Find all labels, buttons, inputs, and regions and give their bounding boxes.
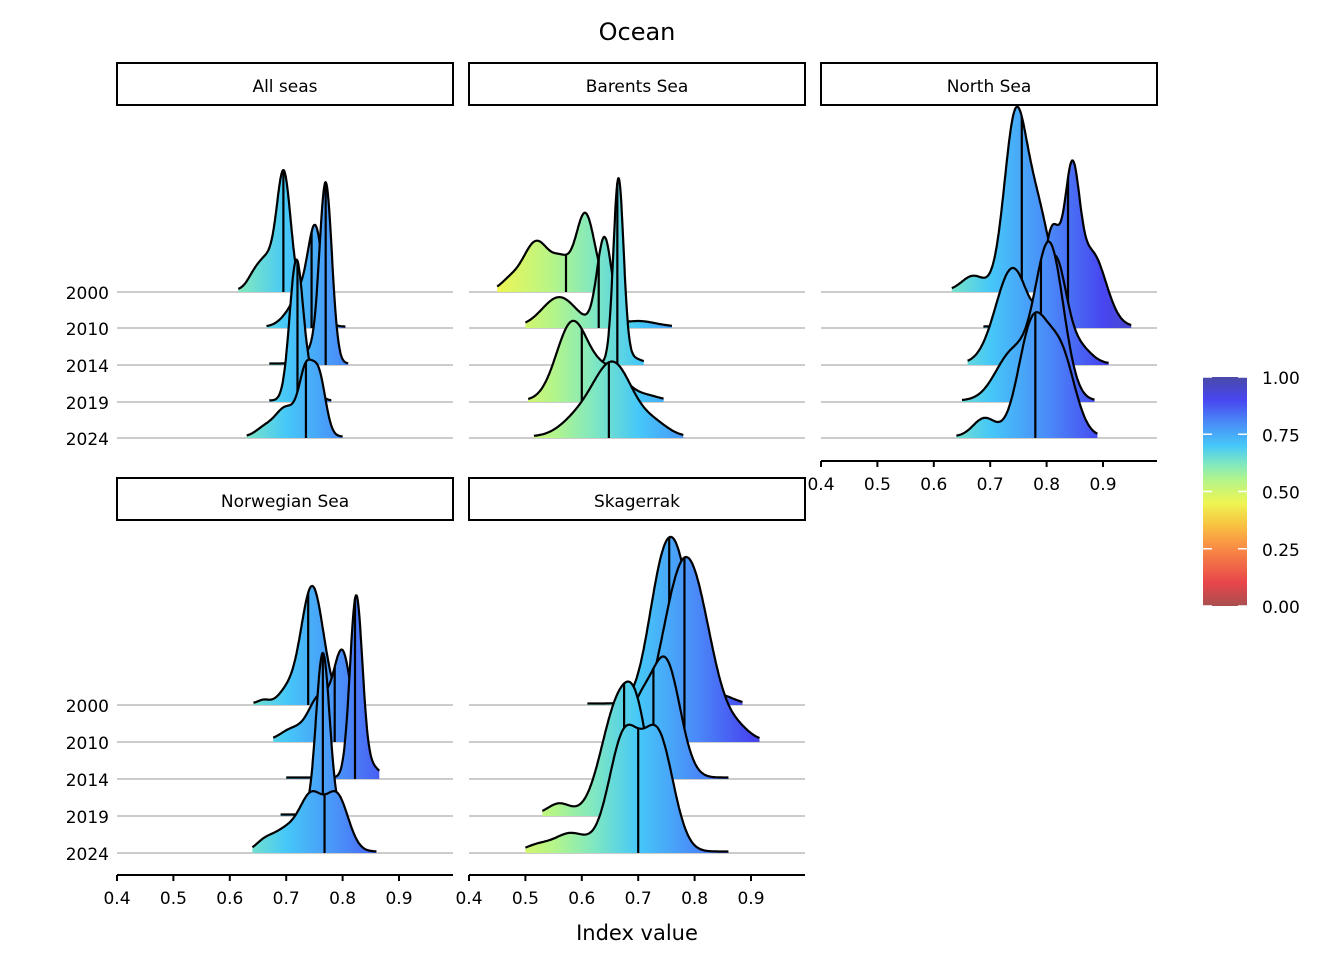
- ridge-outline-2024: [525, 723, 729, 853]
- y-tick-label: 2014: [66, 357, 109, 377]
- x-tick-label: 0.8: [1033, 475, 1060, 495]
- facet-strip-label: Skagerrak: [594, 492, 680, 512]
- ridge-fill-2019: [528, 320, 664, 402]
- facet-strip: [116, 62, 454, 106]
- ridge-fill-2019: [269, 259, 332, 402]
- ridge-fill-2024: [525, 724, 729, 853]
- ridge-fill-2014: [269, 182, 349, 365]
- facet-panels: All seas 2000 2010 2014 2019 2024 Barents Sea N…: [66, 62, 1158, 909]
- y-tick-label: 2014: [66, 771, 109, 791]
- y-tick-label: 2019: [66, 394, 109, 414]
- facet-all-seas: All seas 2000 2010 2014 2019 2024: [66, 62, 454, 450]
- colorbar-legend: 0.00 0.25 0.50 0.75 1.00: [1203, 369, 1300, 618]
- facet-strip: [468, 477, 806, 521]
- x-tick-label: 0.6: [216, 889, 243, 909]
- y-tick-label: 2010: [66, 320, 109, 340]
- ridge-outline-2014: [268, 181, 349, 365]
- x-tick-label: 0.5: [512, 889, 539, 909]
- x-tick-label: 0.6: [920, 475, 947, 495]
- ridge-outline-2000: [252, 584, 344, 704]
- x-tick-label: 0.6: [568, 889, 595, 909]
- colorbar-tick-label: 1.00: [1262, 369, 1300, 389]
- facet-strip-label: Norwegian Sea: [221, 492, 349, 512]
- facet-strip: [820, 62, 1158, 106]
- y-tick-label: 2000: [66, 697, 109, 717]
- facet-strip: [116, 477, 454, 521]
- ridge-outline-2019: [541, 680, 662, 812]
- ridge-outline-2019: [279, 651, 344, 816]
- facet-strip: [468, 62, 806, 106]
- y-tick-label: 2024: [66, 845, 109, 865]
- ridge-fill-2024: [246, 359, 343, 438]
- ridge-fill-2010: [604, 557, 760, 742]
- facet-north-sea: North Sea 0.4 0.5 0.6 0.7 0.8 0.9: [807, 62, 1158, 495]
- y-tick-label: 2000: [66, 284, 109, 304]
- chart-title: Ocean: [599, 18, 676, 46]
- facet-strip-label: North Sea: [947, 77, 1032, 97]
- x-tick-label: 0.9: [737, 889, 764, 909]
- x-tick-label: 0.5: [864, 475, 891, 495]
- ridge-outline-2019: [961, 240, 1095, 402]
- colorbar-tick-label: 0.00: [1262, 598, 1300, 618]
- x-tick-label: 0.8: [329, 889, 356, 909]
- ridge-outline-2010: [272, 648, 355, 739]
- x-tick-label: 0.7: [977, 475, 1004, 495]
- y-tick-label: 2019: [66, 808, 109, 828]
- x-tick-label: 0.7: [273, 889, 300, 909]
- ridge-outline-2019: [527, 319, 664, 400]
- colorbar-tick-label: 0.75: [1262, 426, 1300, 446]
- y-tick-label: 2010: [66, 734, 109, 754]
- ridge-fill-2024: [252, 791, 377, 853]
- facet-strip-label: All seas: [252, 77, 317, 97]
- x-tick-label: 0.8: [681, 889, 708, 909]
- x-tick-label: 0.4: [807, 475, 834, 495]
- facet-barents-sea: Barents Sea: [468, 62, 806, 439]
- ridge-fill-2024: [956, 312, 1098, 438]
- facet-skagerrak: Skagerrak 0.4 0.5 0.6 0.7 0.8 0.9: [455, 477, 806, 909]
- x-tick-label: 0.9: [1089, 475, 1116, 495]
- colorbar-tick-label: 0.50: [1262, 484, 1300, 504]
- x-axis-label: Index value: [576, 921, 698, 945]
- colorbar-tick-label: 0.25: [1262, 541, 1300, 561]
- facet-strip-label: Barents Sea: [586, 77, 689, 97]
- y-tick-label: 2024: [66, 430, 109, 450]
- ridge-outline-2024: [956, 311, 1098, 437]
- x-tick-label: 0.7: [625, 889, 652, 909]
- x-tick-label: 0.5: [160, 889, 187, 909]
- x-tick-label: 0.9: [385, 889, 412, 909]
- facet-norwegian-sea: Norwegian Sea 2000 2010 2014 2019 2024 0.4 0.5 0…: [66, 477, 454, 909]
- ridge-outline-2000: [496, 211, 606, 288]
- ridge-fill-2000: [951, 106, 1070, 292]
- ridge-fill-2010: [983, 160, 1132, 328]
- ridge-outline-2024: [246, 358, 344, 438]
- ridge-outline-2024: [251, 790, 377, 853]
- x-tick-label: 0.4: [103, 889, 130, 909]
- x-tick-label: 0.4: [455, 889, 482, 909]
